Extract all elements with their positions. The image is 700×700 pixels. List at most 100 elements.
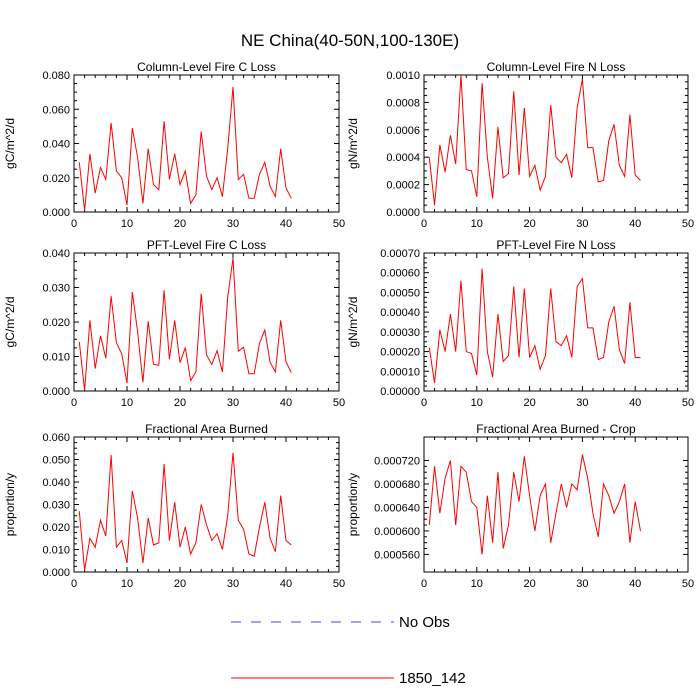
x-tick-label: 0	[71, 397, 77, 409]
x-tick-label: 0	[421, 578, 427, 590]
x-tick-label: 50	[333, 218, 345, 230]
chart-panel: Fractional Area Burned 0 10 20 30 40 50 0.000 0.…	[3, 422, 345, 590]
legend-label: No Obs	[399, 614, 450, 631]
y-tick-label: 0.010	[42, 545, 70, 557]
y-tick-label: 0.00060	[380, 268, 420, 280]
x-tick-label: 50	[682, 218, 694, 230]
x-tick-label: 40	[629, 397, 641, 409]
series-line	[78, 258, 292, 391]
y-tick-label: 0.000680	[374, 479, 420, 491]
x-tick-label: 20	[523, 578, 535, 590]
x-tick-label: 0	[71, 578, 77, 590]
y-tick-label: 0.040	[42, 248, 70, 260]
y-axis-label: proportion/y	[346, 473, 360, 536]
x-tick-label: 10	[471, 218, 483, 230]
plot-frame	[423, 74, 689, 213]
y-tick-label: 0.050	[42, 455, 70, 467]
x-tick-label: 50	[333, 578, 345, 590]
y-tick-label: 0.00070	[380, 248, 420, 260]
panel-title: Fractional Area Burned	[145, 422, 268, 436]
y-tick-label: 0.000	[42, 207, 70, 219]
x-tick-label: 50	[333, 397, 345, 409]
x-tick-label: 40	[280, 218, 292, 230]
series-line	[428, 454, 641, 555]
x-tick-label: 20	[523, 218, 535, 230]
y-tick-label: 0.020	[42, 522, 70, 534]
x-tick-label: 40	[629, 218, 641, 230]
x-tick-label: 30	[227, 397, 239, 409]
chart-panel: Column-Level Fire N Loss 0 10 20 30 40 50 0.000…	[346, 60, 694, 230]
y-tick-label: 0.040	[42, 477, 70, 489]
y-axis-label: proportion/y	[3, 473, 17, 536]
y-tick-label: 0.000560	[374, 549, 420, 561]
y-tick-label: 0.060	[42, 432, 70, 444]
y-tick-label: 0.0008	[386, 97, 420, 109]
x-tick-label: 30	[227, 218, 239, 230]
x-tick-label: 0	[421, 218, 427, 230]
y-tick-label: 0.000600	[374, 526, 420, 538]
x-tick-label: 50	[682, 578, 694, 590]
series-line	[78, 86, 292, 211]
y-tick-label: 0.080	[42, 70, 70, 82]
chart-panel: PFT-Level Fire N Loss 0 10 20 30 40 50 0.00000 0…	[346, 238, 694, 409]
y-axis-label: gC/m^2/d	[3, 118, 17, 169]
x-tick-label: 10	[121, 218, 133, 230]
x-tick-label: 30	[576, 218, 588, 230]
y-axis-label: gN/m^2/d	[346, 118, 360, 169]
y-tick-label: 0.040	[42, 139, 70, 151]
y-tick-label: 0.0006	[386, 125, 420, 137]
x-tick-label: 30	[227, 578, 239, 590]
y-tick-label: 0.010	[42, 352, 70, 364]
y-tick-label: 0.0010	[386, 70, 420, 82]
x-tick-label: 40	[280, 578, 292, 590]
x-tick-label: 10	[471, 578, 483, 590]
series-line	[78, 452, 292, 571]
y-tick-label: 0.020	[42, 173, 70, 185]
x-tick-label: 30	[576, 397, 588, 409]
chart-panel: Fractional Area Burned - Crop 0 10 20 30 40 50…	[346, 422, 694, 590]
x-tick-label: 0	[421, 397, 427, 409]
y-tick-label: 0.00040	[380, 307, 420, 319]
y-axis-label: gC/m^2/d	[3, 297, 17, 348]
x-tick-label: 30	[576, 578, 588, 590]
y-tick-label: 0.020	[42, 317, 70, 329]
panel-title: PFT-Level Fire N Loss	[496, 238, 615, 252]
legend-item: 1850_142	[231, 670, 466, 687]
x-tick-label: 40	[280, 397, 292, 409]
y-tick-label: 0.000	[42, 567, 70, 579]
legend-label: 1850_142	[399, 670, 466, 687]
y-tick-label: 0.0004	[386, 152, 420, 164]
y-tick-label: 0.00010	[380, 366, 420, 378]
y-axis-label: gN/m^2/d	[346, 297, 360, 348]
y-tick-label: 0.000640	[374, 502, 420, 514]
panel-title: PFT-Level Fire C Loss	[147, 238, 266, 252]
series-line	[428, 74, 641, 206]
panel-title: Column-Level Fire N Loss	[487, 60, 626, 74]
legend: No Obs 1850_142	[231, 614, 466, 687]
y-tick-label: 0.0002	[386, 180, 420, 192]
y-tick-label: 0.00020	[380, 347, 420, 359]
x-tick-label: 40	[629, 578, 641, 590]
x-tick-label: 50	[682, 397, 694, 409]
series-line	[428, 268, 641, 384]
x-tick-label: 20	[174, 218, 186, 230]
x-tick-label: 0	[71, 218, 77, 230]
y-tick-label: 0.0000	[386, 207, 420, 219]
y-tick-label: 0.00030	[380, 327, 420, 339]
y-tick-label: 0.030	[42, 283, 70, 295]
figure-title: NE China(40-50N,100-130E)	[241, 31, 459, 50]
panel-title: Fractional Area Burned - Crop	[476, 422, 636, 436]
y-tick-label: 0.000720	[374, 455, 420, 467]
x-tick-label: 10	[121, 397, 133, 409]
legend-item: No Obs	[231, 614, 450, 631]
y-tick-label: 0.00000	[380, 386, 420, 398]
x-tick-label: 10	[121, 578, 133, 590]
panels: Column-Level Fire C Loss 0 10 20 30 40 50 0.000…	[3, 60, 694, 590]
x-tick-label: 20	[523, 397, 535, 409]
x-tick-label: 10	[471, 397, 483, 409]
x-tick-label: 20	[174, 397, 186, 409]
y-tick-label: 0.060	[42, 104, 70, 116]
panel-title: Column-Level Fire C Loss	[137, 60, 276, 74]
plot-frame	[423, 436, 689, 573]
